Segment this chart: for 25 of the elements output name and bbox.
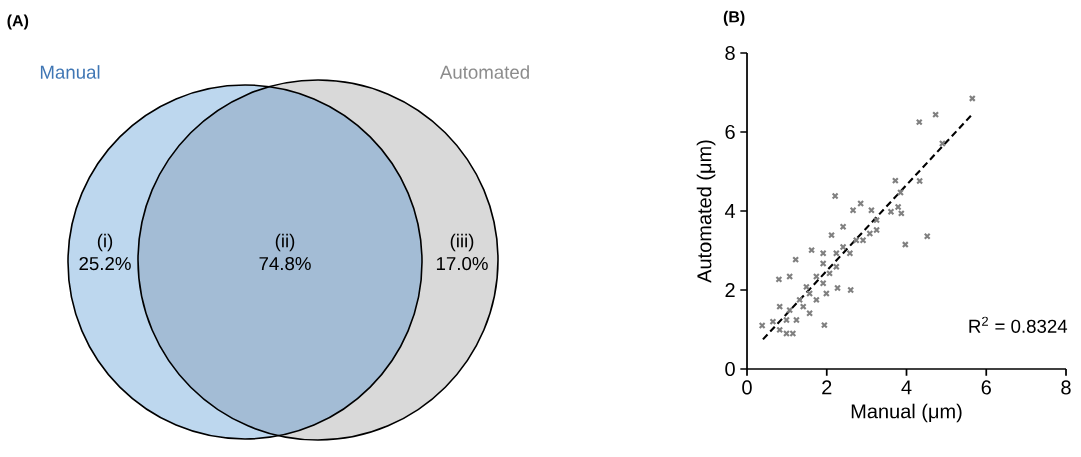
- point: [796, 296, 804, 304]
- x-tick-label: 4: [901, 380, 912, 395]
- text: 17.0%: [436, 256, 488, 271]
- x-tick-label: 6: [981, 380, 991, 395]
- text: 25.2%: [79, 256, 131, 271]
- text: Automated: [439, 65, 529, 79]
- x-axis-title: Manual (μm): [851, 403, 962, 423]
- y-tick-label: 2: [725, 283, 735, 297]
- x-tick-label: 2: [822, 380, 832, 395]
- y-tick-label: 0: [725, 361, 735, 377]
- y-tick-label: 8: [725, 45, 735, 61]
- category-label: (ii): [275, 233, 295, 252]
- chart-title: (B): [723, 10, 745, 26]
- category-label: (iii): [450, 233, 474, 252]
- annotation: R$^{2}$ = 0.8324: [969, 316, 1068, 333]
- text: (A): [7, 14, 29, 30]
- text: Manual: [40, 65, 100, 79]
- y-tick-label: 6: [725, 124, 735, 140]
- text: 74.8%: [259, 256, 311, 271]
- x-tick-label: 0: [742, 380, 752, 395]
- category-label: (i): [97, 233, 113, 252]
- y-axis-title: Automated (μm): [696, 140, 716, 283]
- x-tick-label: 8: [1061, 380, 1071, 395]
- point: [782, 316, 791, 324]
- y-tick-label: 4: [724, 204, 736, 218]
